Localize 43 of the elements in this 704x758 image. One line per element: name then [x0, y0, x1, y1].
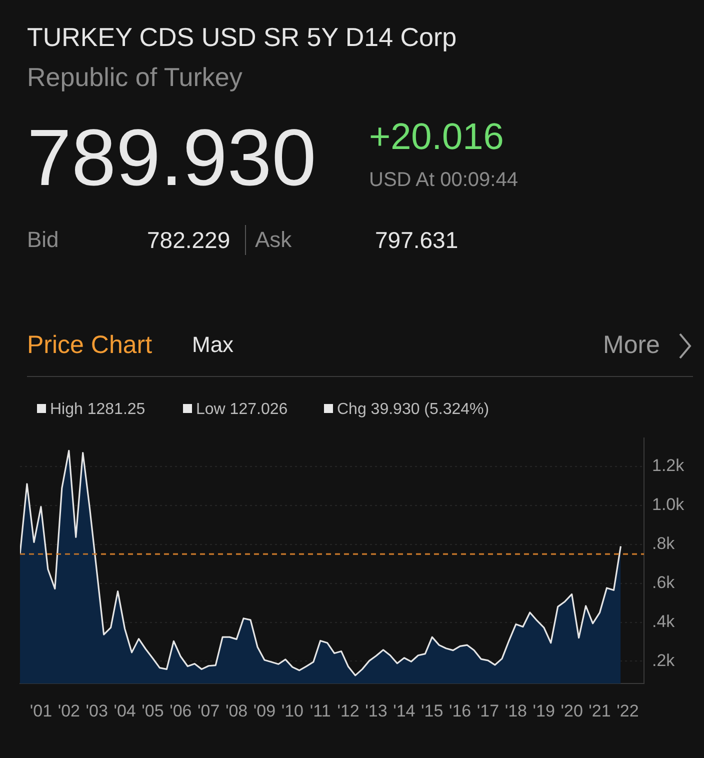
text: 782.229 [147, 227, 230, 253]
x-tick-label: '02 [58, 701, 80, 720]
x-tick-label: '07 [198, 701, 220, 720]
text: Price Chart [27, 331, 152, 359]
text: 797.631 [375, 227, 458, 253]
chart-subtitle: Republic of Turkey [27, 62, 242, 92]
x-tick-label: '14 [393, 701, 416, 720]
x-tick-label: '01 [30, 701, 52, 720]
text: Low 127.026 [195, 401, 288, 418]
x-tick-label: '15 [421, 701, 444, 720]
text: +20.016 [369, 116, 504, 157]
x-tick-label: '22 [616, 701, 639, 720]
text: Ask [255, 227, 292, 252]
x-tick-label: '18 [504, 701, 528, 720]
x-tick-label: '10 [281, 701, 304, 720]
x-tick-label: '20 [560, 701, 583, 720]
x-tick-label: '11 [310, 701, 331, 720]
x-tick-label: '21 [588, 701, 611, 720]
text: High 1281.25 [49, 401, 146, 418]
x-tick-label: '17 [476, 701, 500, 720]
y-tick-label: .8k [652, 534, 676, 554]
x-tick-label: '04 [114, 701, 136, 720]
x-tick-label: '13 [365, 701, 388, 720]
y-tick-label: 1.0k [652, 495, 685, 514]
text: More [603, 331, 660, 359]
y-tick-label: .6k [652, 572, 676, 592]
y-tick-label: 1.2k [652, 456, 685, 476]
x-tick-label: '12 [337, 701, 360, 720]
x-tick-label: '09 [253, 701, 276, 720]
text: Chg 39.930 (5.324%) [336, 401, 490, 418]
text: 789.930 [27, 113, 316, 202]
chart-title: TURKEY CDS USD SR 5Y D14 Corp [27, 22, 457, 52]
y-tick-label: .2k [652, 650, 676, 670]
x-tick-label: '19 [532, 701, 555, 720]
text: USD At 00:09:44 [369, 169, 518, 191]
x-tick-label: '06 [170, 701, 192, 720]
y-tick-label: .4k [652, 612, 676, 631]
x-tick-label: '16 [448, 701, 472, 720]
x-tick-label: '08 [225, 701, 248, 720]
x-tick-label: '05 [142, 701, 164, 720]
text: Bid [27, 227, 59, 252]
text: Max [192, 332, 234, 357]
x-tick-label: '03 [86, 701, 108, 720]
